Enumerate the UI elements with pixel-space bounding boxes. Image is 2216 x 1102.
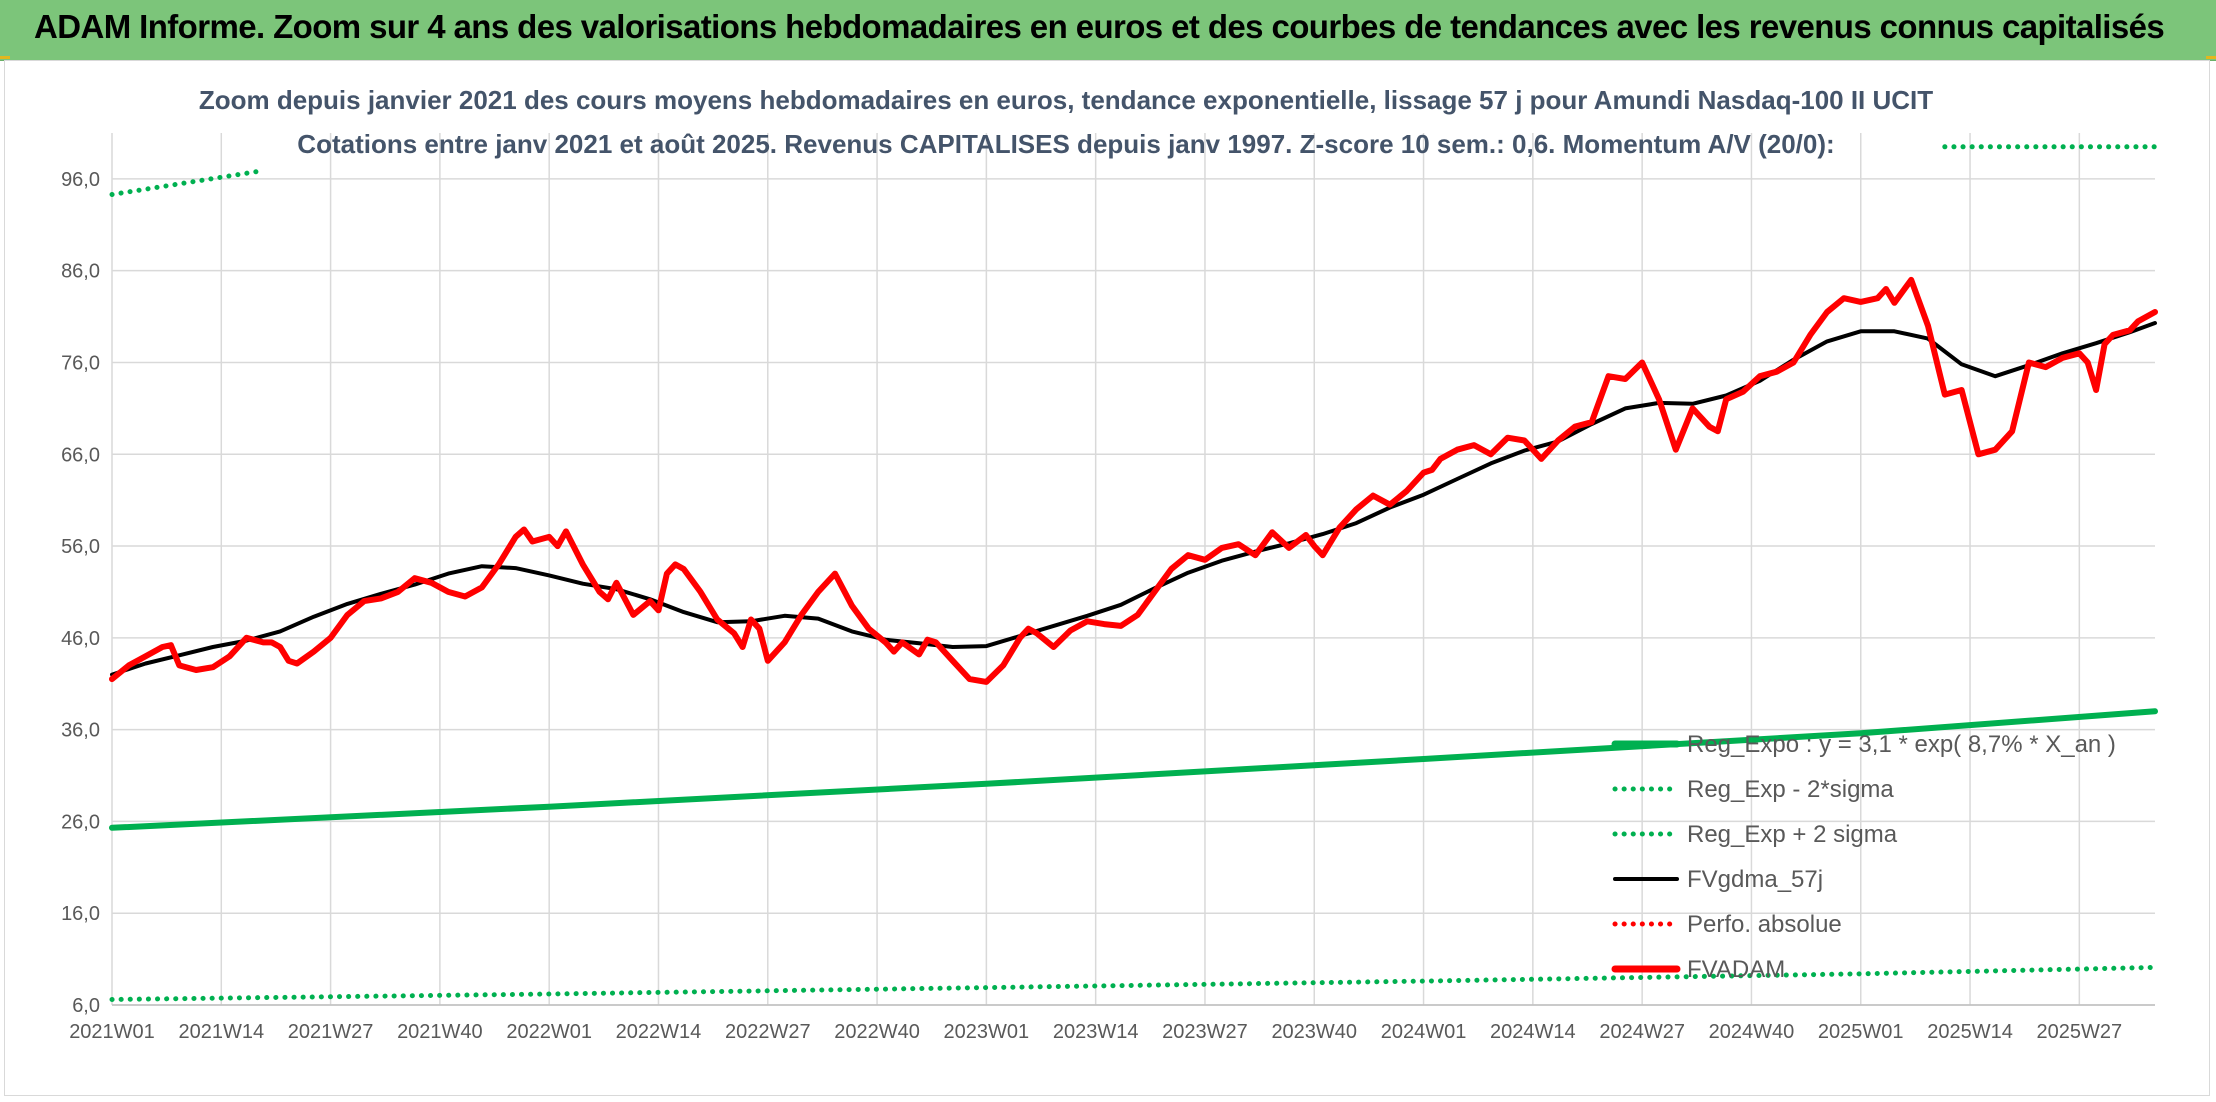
x-tick-label: 2023W27 xyxy=(1162,1021,1248,1043)
page-title: ADAM Informe. Zoom sur 4 ans des valoris… xyxy=(34,8,2165,45)
x-tick-label: 2024W27 xyxy=(1599,1021,1685,1043)
x-tick-label: 2021W14 xyxy=(178,1021,264,1043)
series-line-reg-expo-y-3-1-exp-8-7-x-an xyxy=(109,708,2158,831)
x-tick-label: 2025W01 xyxy=(1818,1021,1904,1043)
x-tick-label: 2024W40 xyxy=(1709,1021,1795,1043)
legend-label: FVgdma_57j xyxy=(1687,866,1823,893)
x-tick-label: 2021W27 xyxy=(288,1021,374,1043)
x-tick-label: 2023W14 xyxy=(1053,1021,1139,1043)
x-tick-label: 2022W40 xyxy=(834,1021,920,1043)
y-tick-label: 6,0 xyxy=(72,995,100,1017)
banner-accent-right xyxy=(2206,56,2216,59)
y-tick-label: 56,0 xyxy=(61,536,100,558)
x-tick-label: 2022W01 xyxy=(506,1021,592,1043)
series-line-fvadam xyxy=(109,276,2158,685)
series-line-reg-exp-2-sigma xyxy=(109,168,266,197)
legend-label: Reg_Expo : y = 3,1 * exp( 8,7% * X_an ) xyxy=(1687,731,2116,758)
grid xyxy=(111,133,2155,1006)
header-banner: ADAM Informe. Zoom sur 4 ans des valoris… xyxy=(0,0,2216,61)
x-tick-label: 2021W40 xyxy=(397,1021,483,1043)
x-tick-label: 2022W27 xyxy=(725,1021,811,1043)
x-tick-label: 2023W40 xyxy=(1271,1021,1357,1043)
x-tick-label: 2023W01 xyxy=(944,1021,1030,1043)
x-tick-label: 2024W01 xyxy=(1381,1021,1467,1043)
line-chart: 6,0 16,0 26,0 36,0 46,0 56,0 66,0 76,0 86,0 96,0 2… xyxy=(61,85,2158,1043)
series-group xyxy=(109,144,2158,1002)
x-tick-label: 2024W14 xyxy=(1490,1021,1576,1043)
legend-label: Reg_Exp - 2*sigma xyxy=(1687,776,1894,803)
series-line-reg-exp-2-sigma xyxy=(109,964,2158,1002)
chart-area: 6,0 16,0 26,0 36,0 46,0 56,0 66,0 76,0 86,0 96,0 2… xyxy=(4,60,2210,1096)
y-tick-label: 26,0 xyxy=(61,811,100,833)
x-tick-label: 2025W27 xyxy=(2037,1021,2123,1043)
y-tick-label: 86,0 xyxy=(61,261,100,283)
legend-label: Perfo. absolue xyxy=(1687,911,1842,938)
legend-label: FVADAM xyxy=(1687,956,1785,983)
x-tick-label: 2021W01 xyxy=(69,1021,155,1043)
y-tick-label: 66,0 xyxy=(61,444,100,466)
chart-title: Zoom depuis janvier 2021 des cours moyen… xyxy=(199,85,1933,115)
y-tick-label: 46,0 xyxy=(61,628,100,650)
legend-label: Reg_Exp + 2 sigma xyxy=(1687,821,1898,848)
axes: 6,0 16,0 26,0 36,0 46,0 56,0 66,0 76,0 86,0 96,0 2… xyxy=(61,169,2155,1043)
y-tick-label: 16,0 xyxy=(61,903,100,925)
y-tick-label: 96,0 xyxy=(61,169,100,191)
banner-accent-left xyxy=(0,56,10,59)
series-line-fvgdma-57j xyxy=(110,321,2157,677)
y-tick-label: 36,0 xyxy=(61,720,100,742)
y-tick-label: 76,0 xyxy=(61,352,100,374)
x-tick-label: 2025W14 xyxy=(1927,1021,2013,1043)
x-tick-label: 2022W14 xyxy=(616,1021,702,1043)
chart-subtitle: Cotations entre janv 2021 et août 2025. … xyxy=(297,129,1834,159)
legend: Reg_Expo : y = 3,1 * exp( 8,7% * X_an ) R… xyxy=(1611,731,2116,983)
